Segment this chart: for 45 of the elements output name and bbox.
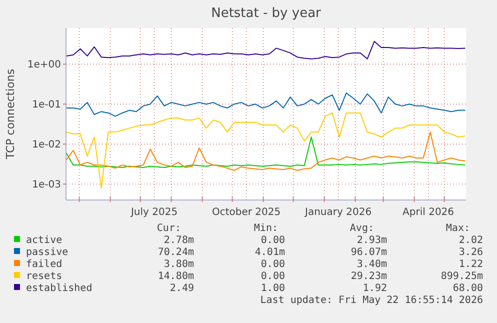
- line-series: [66, 112, 466, 188]
- text: 68.00: [452, 283, 483, 294]
- y-tick-label: 1e-02: [32, 140, 61, 151]
- text: 1.22: [458, 259, 483, 270]
- y-tick-label: 1e+00: [27, 60, 61, 71]
- text: 0.00: [260, 259, 285, 270]
- text: Avg:: [350, 223, 374, 234]
- text: 29.23m: [350, 271, 387, 282]
- legend-label: failed: [26, 259, 62, 270]
- text: 2.02: [458, 235, 483, 246]
- text: 2.78m: [164, 235, 194, 246]
- text: 3.80m: [164, 259, 194, 270]
- legend-label: resets: [26, 271, 62, 282]
- line-series: [66, 132, 466, 171]
- text: 96.07m: [350, 247, 387, 258]
- chart-title: Netstat - by year: [211, 6, 322, 21]
- text: 4.01m: [254, 247, 285, 258]
- legend-label: established: [26, 283, 92, 294]
- line-series: [66, 136, 466, 168]
- line-series: [66, 92, 466, 117]
- line-series: [66, 40, 466, 60]
- legend-label: passive: [26, 247, 68, 258]
- y-tick-label: 1e-01: [32, 100, 61, 111]
- legend-label: active: [26, 235, 62, 246]
- y-axis-title: TCP connections: [4, 68, 17, 160]
- text: 3.26: [458, 247, 483, 258]
- text: Max:: [446, 223, 470, 234]
- text: 1.92: [362, 283, 387, 294]
- text: 14.80m: [158, 271, 194, 282]
- x-tick-label: July 2025: [130, 207, 178, 218]
- text: 0.00: [260, 271, 285, 282]
- text: Cur:: [156, 223, 181, 234]
- x-tick-label: January 2026: [304, 207, 372, 218]
- x-tick-label: October 2025: [212, 207, 281, 218]
- text: 3.40m: [356, 259, 387, 270]
- x-tick-label: April 2026: [402, 207, 454, 218]
- text: 1.00: [260, 283, 285, 294]
- text: 2.93m: [356, 235, 387, 246]
- text: 2.49: [170, 283, 194, 294]
- text: Last update: Fri May 22 16:55:14 2026: [260, 295, 483, 306]
- text: Min:: [254, 223, 278, 234]
- text: 0.00: [260, 235, 285, 246]
- text: 70.24m: [158, 247, 194, 258]
- y-tick-label: 1e-03: [32, 180, 61, 191]
- text: 899.25m: [440, 271, 483, 282]
